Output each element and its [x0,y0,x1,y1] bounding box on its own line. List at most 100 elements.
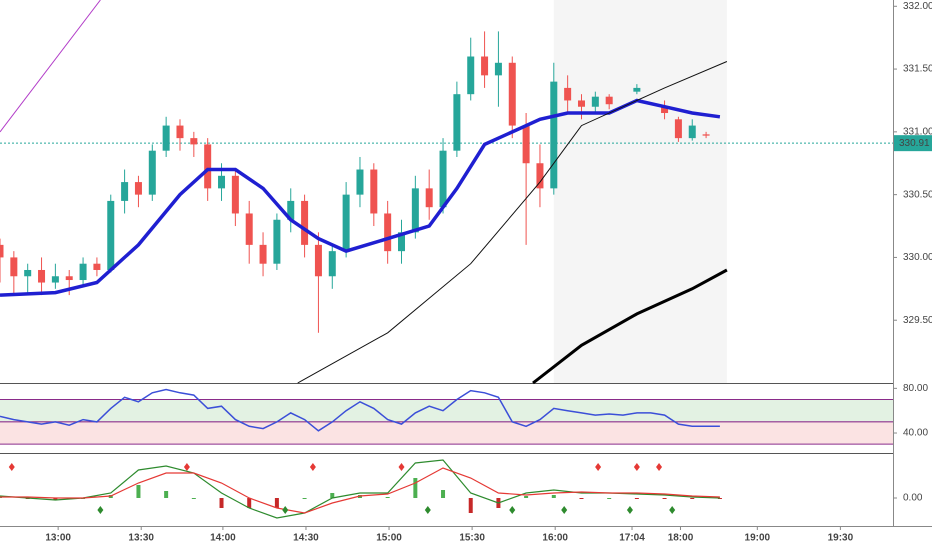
candle-body [439,150,447,208]
x-tick-label: 18:00 [668,533,694,544]
y-tick-label: 332.00 [903,1,932,12]
candle-body [481,56,489,76]
candle-body [328,251,336,277]
macd-histogram-bar [717,498,722,499]
candle-body [190,138,198,145]
buy-signal [424,506,431,514]
candle-body [398,232,406,252]
candle-body [550,81,558,189]
candle-body [342,194,350,252]
sell-signal [656,463,663,471]
macd-histogram-bar [579,498,584,499]
macd-histogram-bar [274,498,279,508]
candle-body [287,200,295,220]
y-tick-label: 0.00 [903,493,923,504]
sell-signal [398,463,405,471]
candle-body [425,188,433,208]
buy-signal [509,506,516,514]
sell-signal [633,463,640,471]
candle-body [467,56,475,95]
x-tick-label: 14:00 [210,533,236,544]
candle-body [411,188,419,233]
candle-body [356,169,364,195]
macd-histogram-bar [607,498,612,499]
macd-histogram-bar [634,498,639,499]
x-tick-label: 13:30 [128,533,154,544]
candle-body [245,213,253,245]
x-tick-label: 16:00 [542,533,568,544]
buy-signal [626,506,633,514]
macd-histogram-bar [385,497,390,498]
y-tick-label: 330.00 [903,252,932,263]
moving-average [297,61,728,384]
candle-body [38,269,46,283]
candle-body [564,87,572,101]
macd-histogram-bar [302,498,307,499]
y-tick-label: 40.00 [903,428,928,439]
buy-signal [282,506,289,514]
x-tick-label: 19:30 [828,533,854,544]
candle-body [231,175,239,214]
candle-body [633,87,641,92]
candle-body [536,163,544,189]
candle-body [93,263,101,270]
last-price-tag [894,135,932,152]
candle-body [605,96,613,105]
macd-histogram-bar [164,491,169,498]
candle-body [107,200,115,270]
macd-histogram-bar [330,493,335,498]
rsi-line [0,388,720,432]
x-tick-label: 17:04 [619,533,645,544]
candle-body [577,100,585,107]
candle-body [384,213,392,252]
candle-body [688,125,696,139]
rsi-band [0,421,893,445]
candle-body [10,257,18,277]
candle-body [65,276,73,281]
candle-body [674,119,682,139]
candle-body [702,134,710,136]
x-tick-label: 19:00 [745,533,771,544]
candle-body [148,150,156,195]
candle-body [259,244,267,264]
buy-signal [669,506,676,514]
macd-histogram-bar [441,490,446,498]
y-tick-label: 330.50 [903,189,932,200]
candle-body [522,125,530,164]
candle-body [204,144,212,189]
candle-body [79,263,87,281]
macd-histogram-bar [551,495,556,498]
candle-body [0,244,4,258]
macd-histogram-bar [53,498,58,500]
candle-body [176,125,184,139]
buy-signal [97,506,104,514]
last-price-label: 330.91 [899,138,930,149]
macd-histogram-bar [524,496,529,498]
buy-signal [561,506,568,514]
rsi-band [0,399,893,422]
sell-signal [183,463,190,471]
candle-body [51,276,59,283]
x-tick-label: 13:00 [45,533,71,544]
candle-body [301,200,309,245]
candle-body [314,244,322,277]
candle-body [508,62,516,126]
candle-body [134,182,142,195]
x-tick-label: 15:30 [459,533,485,544]
y-tick-label: 80.00 [903,383,928,394]
x-tick-label: 15:00 [376,533,402,544]
signal-line [0,467,720,514]
candle-body [453,94,461,151]
candle-body [218,175,226,189]
macd-histogram-bar [191,498,196,499]
macd-histogram-bar [219,498,224,508]
macd-histogram-bar [247,498,252,508]
y-tick-label: 331.50 [903,64,932,75]
y-tick-label: 329.50 [903,315,932,326]
macd-histogram-bar [468,498,473,513]
extended-hours-shade [553,0,727,383]
moving-average [532,268,728,385]
